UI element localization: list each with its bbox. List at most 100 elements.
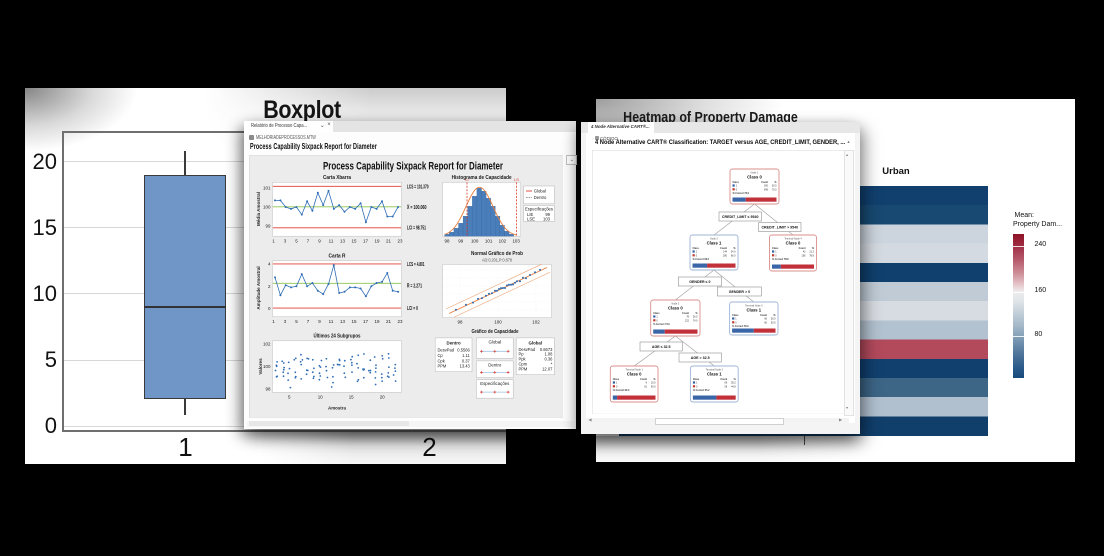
svg-text:Count: Count <box>720 247 727 250</box>
svg-text:Cpk: Cpk <box>437 358 445 363</box>
svg-text:Ppk: Ppk <box>518 356 526 361</box>
svg-text:0: 0 <box>775 254 777 257</box>
svg-text:50.0: 50.0 <box>771 321 776 324</box>
svg-text:Terminal Node 4: Terminal Node 4 <box>784 238 802 241</box>
svg-text:69: 69 <box>725 382 728 385</box>
svg-text:5: 5 <box>295 318 298 323</box>
svg-text:%: % <box>774 181 777 184</box>
svg-text:7: 7 <box>306 318 309 323</box>
svg-text:102: 102 <box>263 341 271 346</box>
svg-text:1.11: 1.11 <box>462 352 470 357</box>
svg-text:98: 98 <box>265 386 270 391</box>
svg-text:% Correct 66.0: % Correct 66.0 <box>693 258 710 261</box>
svg-text:GENDER > 0: GENDER > 0 <box>729 290 750 294</box>
svg-text:Especificações: Especificações <box>525 206 553 211</box>
svg-text:4: 4 <box>268 261 271 266</box>
svg-text:% Correct 74.0: % Correct 74.0 <box>653 323 670 326</box>
svg-text:15: 15 <box>351 238 356 243</box>
svg-text:99: 99 <box>458 238 463 243</box>
svg-text:13: 13 <box>340 318 345 323</box>
svg-text:90.0: 90.0 <box>651 385 656 388</box>
svg-text:102: 102 <box>532 319 540 324</box>
svg-text:*: * <box>550 361 552 366</box>
svg-text:Global: Global <box>488 339 501 344</box>
svg-text:21: 21 <box>386 238 391 243</box>
svg-text:R̅ = 2.271: R̅ = 2.271 <box>406 282 421 289</box>
svg-text:Global: Global <box>528 340 542 345</box>
svg-text:0.6673: 0.6673 <box>540 346 553 351</box>
svg-text:66: 66 <box>764 321 767 324</box>
svg-text:55.2: 55.2 <box>731 382 736 385</box>
svg-text:12.07: 12.07 <box>542 366 553 371</box>
svg-text:1: 1 <box>735 318 737 321</box>
svg-text:699: 699 <box>764 188 769 191</box>
svg-text:0.5566: 0.5566 <box>457 347 470 352</box>
svg-text:%: % <box>695 312 698 315</box>
svg-text:Carta Xbarra: Carta Xbarra <box>323 175 352 181</box>
svg-text:10: 10 <box>317 394 322 399</box>
svg-text:Class 0: Class 0 <box>627 372 642 377</box>
svg-text:0: 0 <box>735 321 737 324</box>
svg-text:1.08: 1.08 <box>544 351 553 356</box>
svg-text:78.8: 78.8 <box>809 254 814 257</box>
svg-text:156: 156 <box>802 254 807 257</box>
svg-text:9: 9 <box>646 382 648 385</box>
svg-text:Cpm: Cpm <box>518 361 527 366</box>
svg-text:103: 103 <box>543 216 551 221</box>
svg-text:44.8: 44.8 <box>731 385 736 388</box>
svg-text:1: 1 <box>736 185 738 188</box>
svg-text:Class: Class <box>693 378 700 381</box>
svg-text:7: 7 <box>306 238 309 243</box>
svg-text:23: 23 <box>397 238 402 243</box>
svg-text:Terminal Node 1: Terminal Node 1 <box>626 369 644 372</box>
svg-text:30.0: 30.0 <box>772 185 777 188</box>
svg-text:101: 101 <box>263 185 271 190</box>
svg-text:66.0: 66.0 <box>731 254 736 257</box>
svg-text:% Correct 50.0: % Correct 50.0 <box>732 325 749 328</box>
svg-text:17: 17 <box>363 238 368 243</box>
svg-text:56: 56 <box>725 385 728 388</box>
svg-text:0.36: 0.36 <box>544 356 553 361</box>
svg-text:42: 42 <box>803 251 806 254</box>
svg-text:Count: Count <box>640 378 647 381</box>
svg-text:Terminal Node 2: Terminal Node 2 <box>706 369 724 372</box>
svg-text:Count: Count <box>682 312 689 315</box>
svg-text:1: 1 <box>272 238 275 243</box>
svg-text:GENDER ≤ 0: GENDER ≤ 0 <box>689 280 710 284</box>
svg-text:101: 101 <box>484 238 492 243</box>
svg-text:% Correct 55.2: % Correct 55.2 <box>693 389 710 392</box>
svg-text:1: 1 <box>656 316 658 319</box>
svg-text:3: 3 <box>283 318 286 323</box>
svg-text:19: 19 <box>374 318 379 323</box>
svg-text:CREDIT_LIMIT > 9540: CREDIT_LIMIT > 9540 <box>761 226 798 230</box>
svg-text:CREDIT_LIMIT ≤ 9540: CREDIT_LIMIT ≤ 9540 <box>722 215 759 219</box>
svg-text:% Correct 90.0: % Correct 90.0 <box>613 389 630 392</box>
svg-text:81: 81 <box>644 385 647 388</box>
svg-text:98: 98 <box>457 319 462 324</box>
svg-text:Class 1: Class 1 <box>707 372 722 377</box>
svg-text:Node 2: Node 2 <box>710 238 718 241</box>
svg-text:26.0: 26.0 <box>693 316 698 319</box>
svg-text:LSE: LSE <box>527 216 535 221</box>
svg-text:Pp: Pp <box>518 351 524 356</box>
svg-text:0: 0 <box>656 319 658 322</box>
svg-text:LS: LS <box>514 176 519 181</box>
svg-text:34.0: 34.0 <box>731 251 736 254</box>
svg-text:0: 0 <box>268 306 271 311</box>
svg-text:5: 5 <box>295 238 298 243</box>
svg-text:Gráfico de Capacidade: Gráfico de Capacidade <box>471 328 519 334</box>
svg-text:Dentro: Dentro <box>533 195 546 200</box>
svg-text:Especificações: Especificações <box>480 381 510 386</box>
svg-text:Amplitude Amostral: Amplitude Amostral <box>256 266 261 309</box>
svg-text:Count: Count <box>720 378 727 381</box>
svg-text:15: 15 <box>348 394 353 399</box>
svg-text:% Correct 70.0: % Correct 70.0 <box>732 192 749 195</box>
svg-text:3: 3 <box>283 238 286 243</box>
svg-text:Amostra: Amostra <box>328 405 346 411</box>
svg-text:99: 99 <box>265 223 270 228</box>
svg-text:0.37: 0.37 <box>461 358 470 363</box>
svg-text:13.43: 13.43 <box>459 363 470 368</box>
svg-text:Histograma de Capacidade: Histograma de Capacidade <box>451 175 512 181</box>
svg-text:9: 9 <box>318 238 321 243</box>
svg-text:%: % <box>773 314 776 317</box>
